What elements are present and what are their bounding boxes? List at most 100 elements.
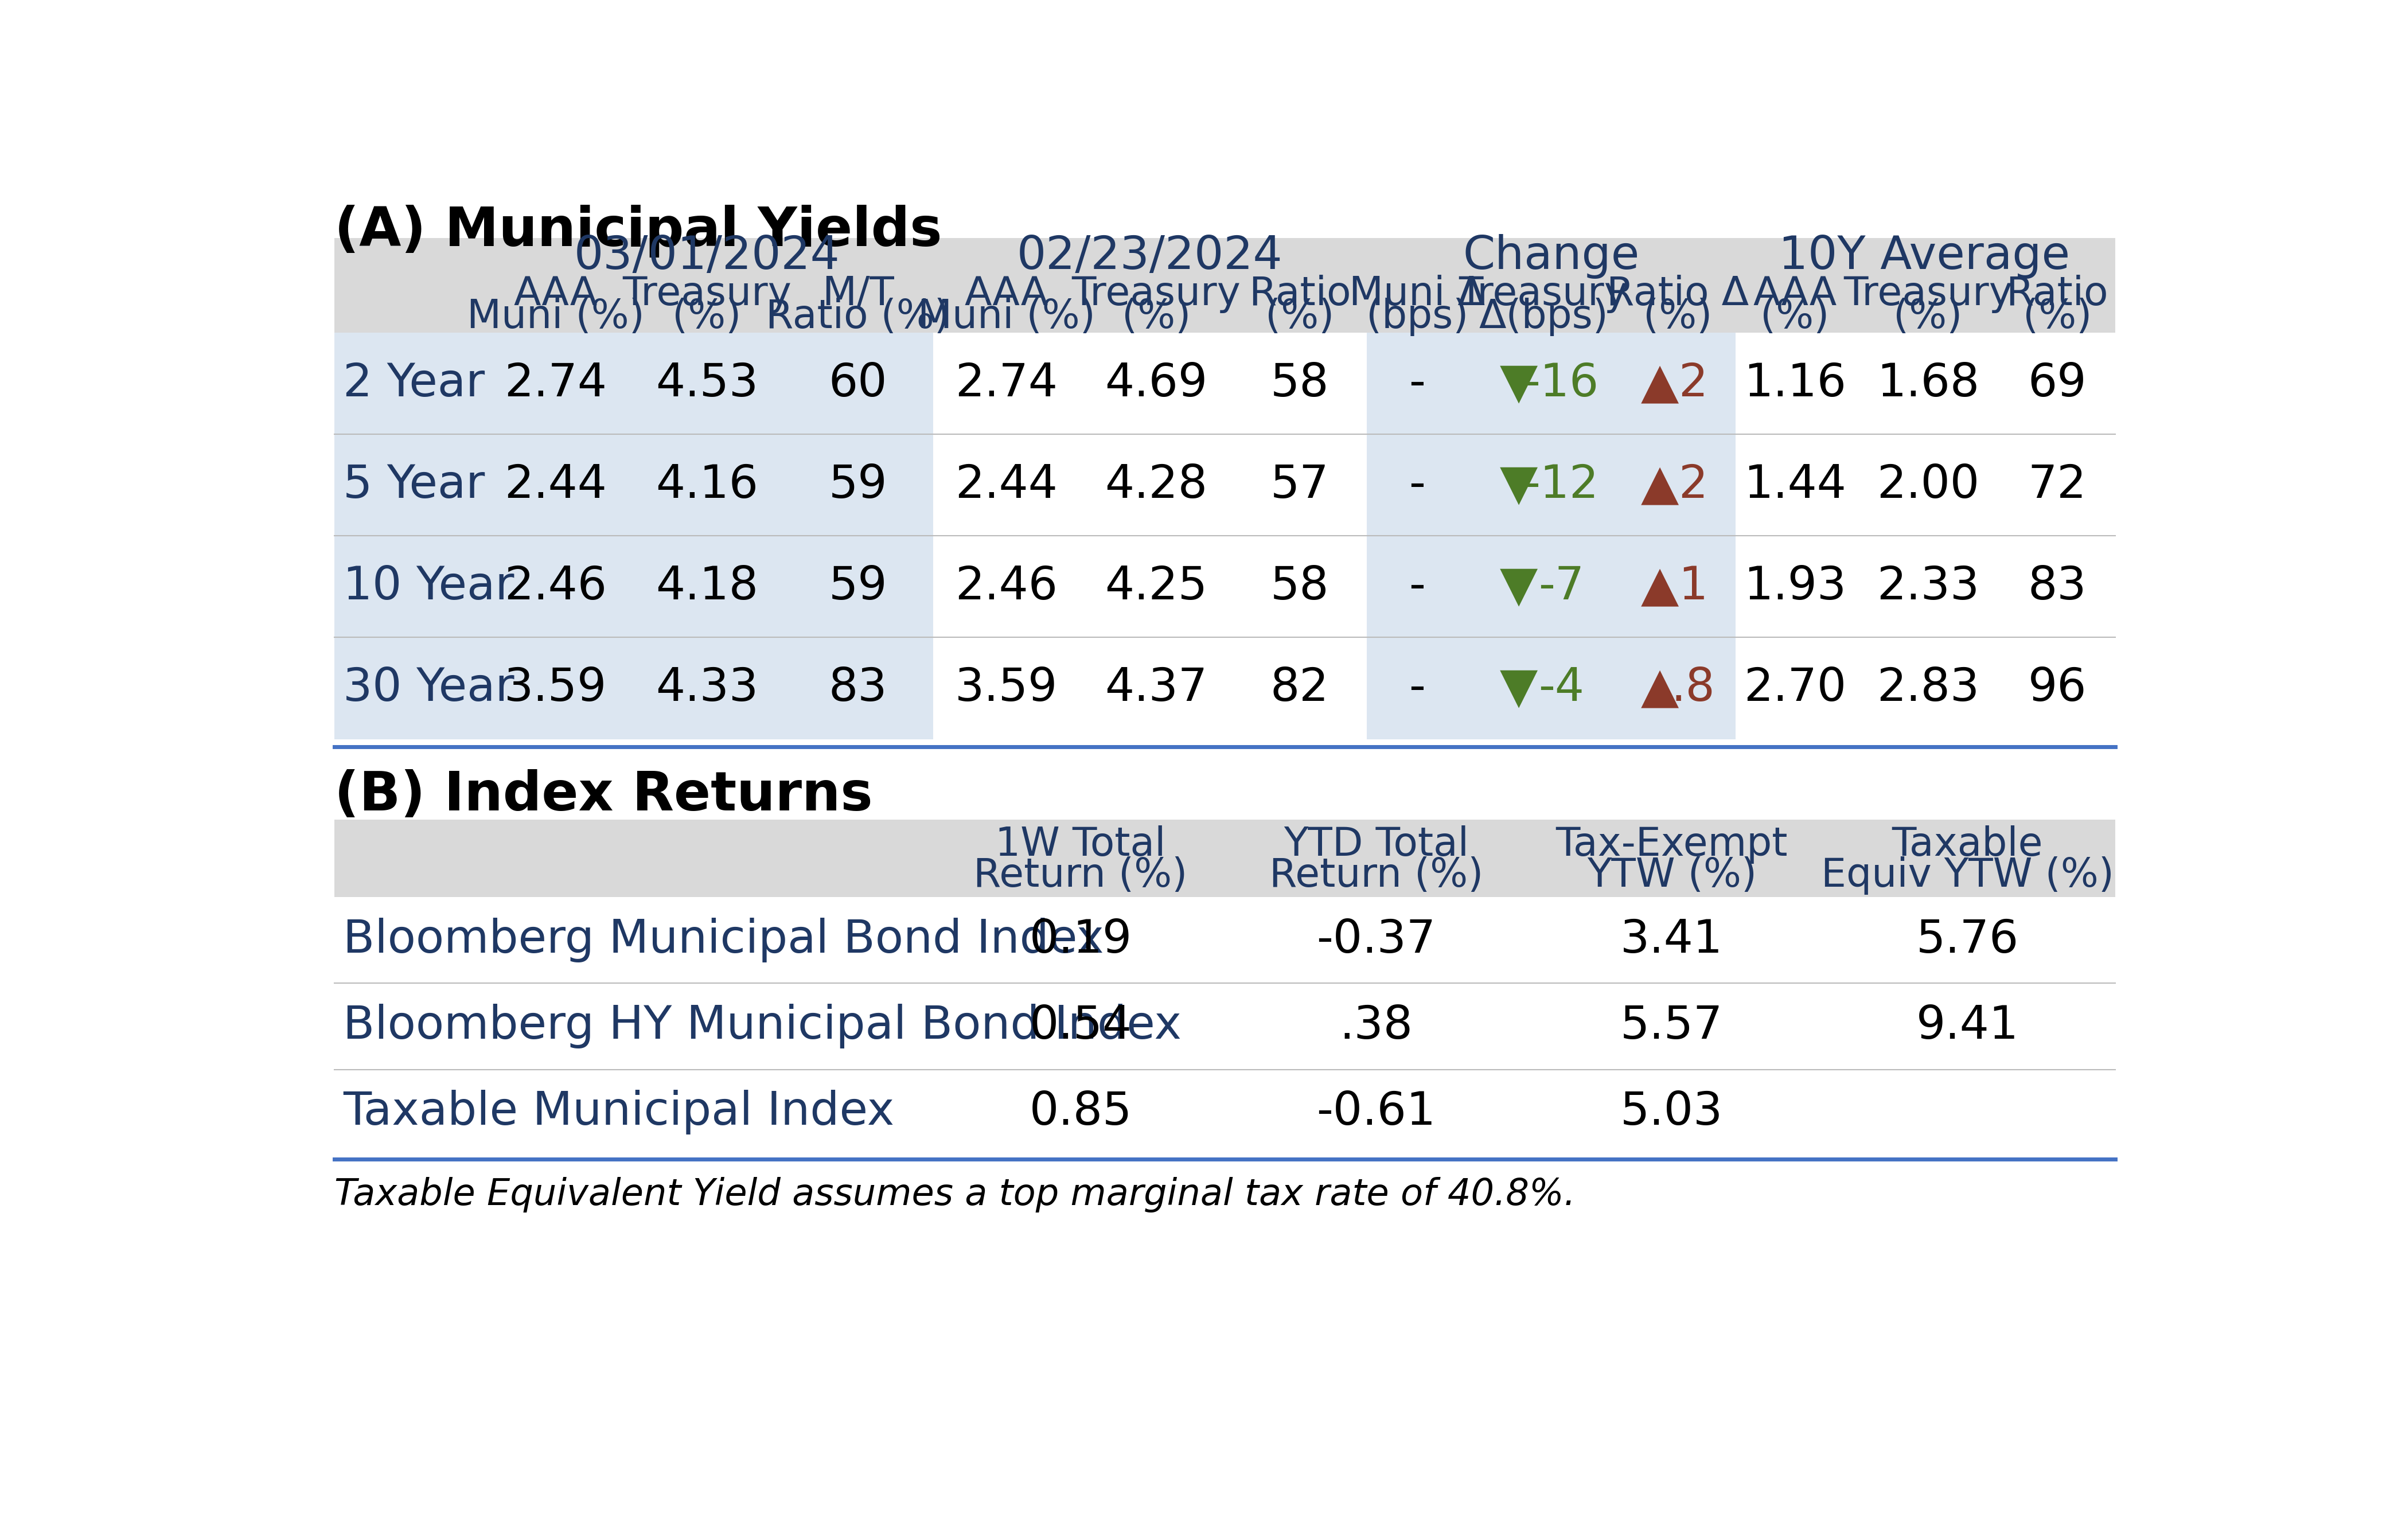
Text: 1: 1: [1678, 564, 1709, 608]
Text: 2.70: 2.70: [1745, 665, 1847, 710]
Text: 3.41: 3.41: [1620, 918, 1723, 962]
Text: 2.44: 2.44: [956, 462, 1059, 508]
Text: ▼: ▼: [1501, 564, 1537, 610]
Text: 96: 96: [2027, 665, 2086, 710]
Text: 30 Year: 30 Year: [344, 665, 514, 710]
Bar: [1367, 333, 1735, 434]
Text: (%): (%): [1121, 297, 1190, 336]
Text: Return (%): Return (%): [973, 856, 1188, 895]
Text: AAA: AAA: [966, 274, 1049, 313]
Text: ▲: ▲: [1642, 564, 1678, 610]
Text: 02/23/2024: 02/23/2024: [1018, 234, 1283, 279]
Text: 0.54: 0.54: [1030, 1004, 1133, 1049]
Text: .8: .8: [1671, 665, 1716, 710]
Text: (%): (%): [1642, 297, 1711, 336]
Text: 4.16: 4.16: [655, 462, 758, 508]
Text: AAA: AAA: [514, 274, 598, 313]
Text: 1.68: 1.68: [1876, 362, 1979, 407]
Text: 4.69: 4.69: [1104, 362, 1207, 407]
Text: 2.83: 2.83: [1876, 665, 1979, 710]
Bar: [1735, 536, 2115, 638]
Text: 5.03: 5.03: [1620, 1090, 1723, 1135]
Text: Treasury: Treasury: [1071, 274, 1240, 313]
Text: 58: 58: [1271, 362, 1329, 407]
Text: Muni (%): Muni (%): [466, 297, 645, 336]
Bar: [1735, 333, 2115, 434]
Text: 59: 59: [829, 564, 887, 608]
Text: 1.44: 1.44: [1745, 462, 1845, 508]
Text: -16: -16: [1522, 362, 1599, 407]
Text: 3.59: 3.59: [956, 665, 1059, 710]
Text: (B) Index Returns: (B) Index Returns: [335, 768, 872, 822]
Text: 2.74: 2.74: [956, 362, 1059, 407]
Text: Taxable Equivalent Yield assumes a top marginal tax rate of 40.8%.: Taxable Equivalent Yield assumes a top m…: [335, 1177, 1575, 1212]
Text: YTW (%): YTW (%): [1587, 856, 1757, 895]
Text: 2.33: 2.33: [1876, 564, 1979, 608]
Text: (%): (%): [1264, 297, 1334, 336]
Text: 0.85: 0.85: [1030, 1090, 1133, 1135]
Text: Ratio: Ratio: [1248, 274, 1350, 313]
Text: 5.57: 5.57: [1620, 1004, 1723, 1049]
Text: (A) Municipal Yields: (A) Municipal Yields: [335, 205, 942, 257]
Text: (%): (%): [2022, 297, 2091, 336]
Bar: [1367, 638, 1735, 739]
Text: 0.19: 0.19: [1030, 918, 1133, 962]
Text: Ratio Δ: Ratio Δ: [1606, 274, 1749, 313]
Text: 4.25: 4.25: [1104, 564, 1207, 608]
Text: 1.16: 1.16: [1745, 362, 1847, 407]
Text: Taxable Municipal Index: Taxable Municipal Index: [344, 1090, 894, 1135]
Text: 4.37: 4.37: [1104, 665, 1207, 710]
Text: -: -: [1408, 362, 1424, 407]
Bar: [335, 434, 932, 536]
Text: 2 Year: 2 Year: [344, 362, 485, 407]
Text: 4.18: 4.18: [655, 564, 758, 608]
Text: 2.44: 2.44: [504, 462, 607, 508]
Text: Return (%): Return (%): [1269, 856, 1484, 895]
Bar: [932, 536, 1367, 638]
Text: (bps): (bps): [1367, 297, 1467, 336]
Text: (%): (%): [672, 297, 741, 336]
Text: ▼: ▼: [1501, 462, 1537, 508]
Bar: [1735, 434, 2115, 536]
Text: 60: 60: [829, 362, 887, 407]
Text: Muni Δ: Muni Δ: [1350, 274, 1484, 313]
Text: 4.53: 4.53: [655, 362, 758, 407]
Text: -4: -4: [1539, 665, 1585, 710]
Text: -7: -7: [1539, 564, 1585, 608]
Bar: [1367, 434, 1735, 536]
Bar: [932, 333, 1367, 434]
Text: (%): (%): [1893, 297, 1962, 336]
Bar: [1367, 536, 1735, 638]
Text: ▼: ▼: [1501, 360, 1537, 408]
Bar: [335, 638, 932, 739]
Text: 2.46: 2.46: [956, 564, 1059, 608]
Text: 2.00: 2.00: [1876, 462, 1979, 508]
Text: YTD Total: YTD Total: [1283, 825, 1470, 864]
Text: 57: 57: [1271, 462, 1329, 508]
Text: 4.33: 4.33: [655, 665, 758, 710]
Text: Equiv YTW (%): Equiv YTW (%): [1821, 856, 2113, 895]
Text: Ratio: Ratio: [2005, 274, 2108, 313]
Text: -: -: [1408, 564, 1424, 608]
Text: Δ(bps): Δ(bps): [1479, 297, 1608, 336]
Text: 83: 83: [829, 665, 887, 710]
Text: -0.37: -0.37: [1317, 918, 1436, 962]
Text: -: -: [1408, 665, 1424, 710]
Text: 83: 83: [2027, 564, 2086, 608]
Text: 1W Total: 1W Total: [994, 825, 1166, 864]
Text: Muni (%): Muni (%): [918, 297, 1095, 336]
Text: ▼: ▼: [1501, 664, 1537, 711]
Text: 2: 2: [1678, 462, 1709, 508]
Text: 59: 59: [829, 462, 887, 508]
Text: 1.93: 1.93: [1745, 564, 1847, 608]
Bar: [335, 333, 932, 434]
Text: Change: Change: [1463, 234, 1640, 279]
Bar: [1735, 638, 2115, 739]
Text: 2: 2: [1678, 362, 1709, 407]
Bar: [335, 536, 932, 638]
Text: 3.59: 3.59: [504, 665, 607, 710]
Text: 4.28: 4.28: [1104, 462, 1207, 508]
Text: Treasury: Treasury: [621, 274, 791, 313]
Text: 10Y Average: 10Y Average: [1778, 234, 2070, 279]
Text: (%): (%): [1761, 297, 1828, 336]
